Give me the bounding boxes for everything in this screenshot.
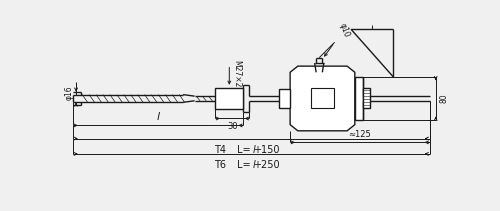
Text: l: l: [252, 160, 255, 170]
Text: 80: 80: [440, 94, 448, 103]
Text: L=: L=: [236, 160, 250, 170]
Text: l: l: [252, 145, 255, 155]
Text: T4: T4: [214, 145, 226, 155]
Text: M27×2: M27×2: [232, 60, 241, 88]
Text: φ10: φ10: [338, 22, 351, 39]
Text: φ16: φ16: [64, 85, 74, 100]
Text: +250: +250: [254, 160, 280, 170]
Text: L=: L=: [236, 145, 250, 155]
Polygon shape: [290, 66, 355, 131]
Text: +150: +150: [254, 145, 280, 155]
FancyBboxPatch shape: [280, 89, 290, 108]
FancyBboxPatch shape: [355, 77, 362, 120]
Text: T6: T6: [214, 160, 226, 170]
Text: l: l: [156, 112, 160, 122]
FancyBboxPatch shape: [362, 88, 370, 108]
Text: ≈125: ≈125: [348, 130, 371, 139]
Text: 30: 30: [227, 122, 237, 131]
FancyBboxPatch shape: [216, 88, 243, 109]
FancyBboxPatch shape: [311, 88, 334, 108]
